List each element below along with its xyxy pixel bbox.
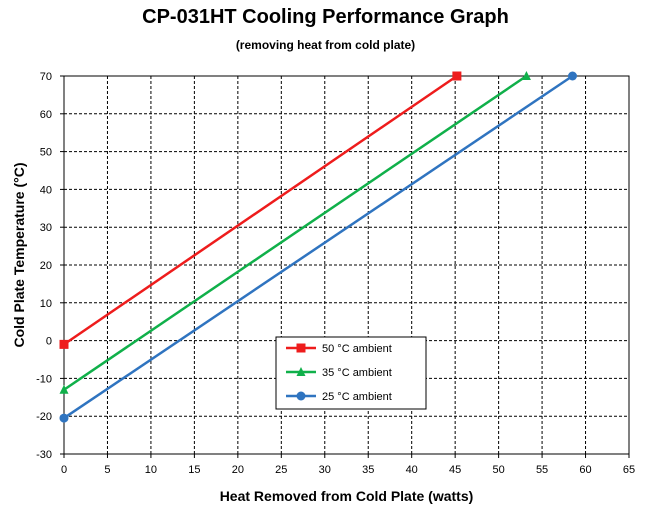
y-tick-label: 0 bbox=[46, 336, 52, 348]
series-line bbox=[63, 74, 458, 346]
series-line bbox=[63, 74, 574, 420]
x-tick-label: 20 bbox=[232, 464, 244, 476]
x-axis: 0 5 10 15 20 25 30 35 40 45 50 55 60 65 bbox=[61, 454, 635, 476]
x-tick-label: 50 bbox=[492, 464, 504, 476]
data-point bbox=[452, 71, 462, 81]
y-tick-label: 30 bbox=[40, 222, 52, 234]
x-tick-label: 0 bbox=[61, 464, 67, 476]
x-tick-label: 65 bbox=[623, 464, 635, 476]
chart-subtitle: (removing heat from cold plate) bbox=[235, 38, 416, 52]
legend-item: 35 °C ambient bbox=[286, 367, 392, 379]
y-tick-label: 10 bbox=[40, 298, 52, 310]
legend-item: 50 °C ambient bbox=[286, 343, 392, 355]
series-layer bbox=[59, 71, 577, 423]
data-point bbox=[59, 413, 69, 423]
y-axis-label: Cold Plate Temperature (°C) bbox=[11, 162, 27, 347]
x-tick-label: 10 bbox=[145, 464, 157, 476]
y-tick-label: -10 bbox=[36, 373, 52, 385]
series-line bbox=[63, 74, 528, 391]
y-tick-label: 50 bbox=[40, 147, 52, 159]
legend: 50 °C ambient 35 °C ambient 25 °C ambient bbox=[275, 336, 427, 410]
x-tick-label: 5 bbox=[104, 464, 110, 476]
legend-label: 35 °C ambient bbox=[322, 367, 392, 379]
x-tick-label: 55 bbox=[536, 464, 548, 476]
y-tick-label: 60 bbox=[40, 109, 52, 121]
legend-marker bbox=[296, 343, 306, 353]
data-point bbox=[568, 71, 577, 81]
legend-item: 25 °C ambient bbox=[286, 391, 392, 403]
x-tick-label: 25 bbox=[275, 464, 287, 476]
y-tick-label: -30 bbox=[36, 449, 52, 461]
x-axis-label: Heat Removed from Cold Plate (watts) bbox=[220, 488, 474, 504]
legend-label: 25 °C ambient bbox=[322, 391, 392, 403]
data-point bbox=[521, 71, 531, 80]
x-tick-label: 40 bbox=[406, 464, 418, 476]
y-tick-label: -20 bbox=[36, 411, 52, 423]
x-tick-label: 15 bbox=[188, 464, 200, 476]
legend-marker bbox=[296, 367, 306, 376]
x-tick-label: 35 bbox=[362, 464, 374, 476]
series-circle bbox=[59, 71, 577, 423]
series-triangle bbox=[59, 71, 531, 394]
legend-label: 50 °C ambient bbox=[322, 343, 392, 355]
x-tick-label: 30 bbox=[319, 464, 331, 476]
data-point bbox=[59, 339, 69, 349]
y-axis: -30 -20 -10 0 10 20 30 40 50 60 70 bbox=[36, 71, 64, 461]
y-tick-label: 70 bbox=[40, 71, 52, 83]
x-tick-label: 45 bbox=[449, 464, 461, 476]
y-tick-label: 20 bbox=[40, 260, 52, 272]
data-point bbox=[59, 384, 69, 394]
legend-marker bbox=[296, 391, 306, 401]
y-tick-label: 40 bbox=[40, 184, 52, 196]
series-square bbox=[59, 71, 462, 349]
chart-title: CP-031HT Cooling Performance Graph bbox=[142, 6, 509, 28]
x-tick-label: 60 bbox=[579, 464, 591, 476]
